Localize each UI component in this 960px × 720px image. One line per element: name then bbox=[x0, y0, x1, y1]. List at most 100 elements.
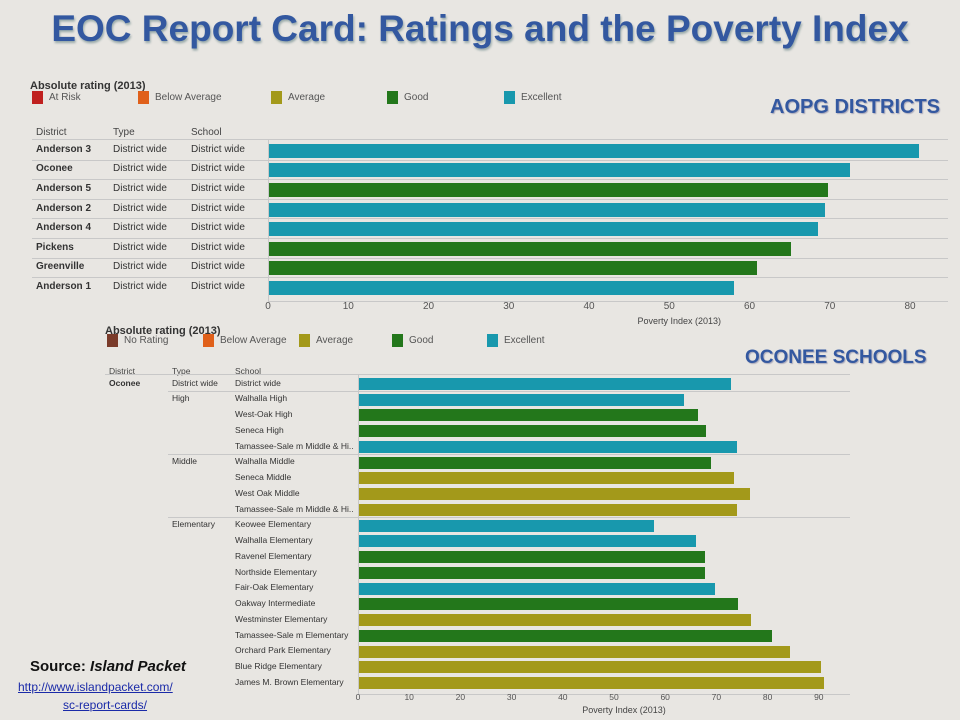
legend-item[interactable]: No Rating bbox=[107, 334, 168, 347]
axis-baseline bbox=[358, 694, 850, 695]
bar[interactable] bbox=[359, 425, 707, 438]
legend-swatch bbox=[271, 91, 282, 104]
bar[interactable] bbox=[269, 143, 920, 158]
row-divider bbox=[32, 179, 948, 181]
bar[interactable] bbox=[359, 629, 773, 642]
bar[interactable] bbox=[269, 163, 850, 178]
row-divider bbox=[32, 277, 948, 279]
bar[interactable] bbox=[359, 377, 732, 390]
row-school: Northside Elementary bbox=[235, 566, 317, 577]
bar[interactable] bbox=[359, 677, 824, 690]
chart-subtitle: AOPG DISTRICTS bbox=[770, 96, 941, 118]
bar[interactable] bbox=[269, 202, 826, 217]
source-label: Source: bbox=[30, 658, 86, 675]
column-header[interactable]: District bbox=[36, 127, 67, 138]
bar[interactable] bbox=[359, 535, 696, 548]
bar[interactable] bbox=[359, 614, 752, 627]
legend-item[interactable]: At Risk bbox=[32, 91, 81, 104]
bar[interactable] bbox=[359, 472, 734, 485]
legend-swatch bbox=[107, 334, 118, 347]
bar[interactable] bbox=[359, 645, 791, 658]
bar[interactable] bbox=[359, 582, 715, 595]
legend-item[interactable]: Excellent bbox=[487, 334, 545, 347]
axis-line bbox=[268, 139, 269, 302]
x-tick-label: 10 bbox=[342, 301, 354, 312]
bar[interactable] bbox=[359, 551, 706, 564]
row-school: Oakway Intermediate bbox=[235, 598, 316, 609]
bar[interactable] bbox=[359, 661, 821, 674]
legend-label: Excellent bbox=[504, 335, 545, 346]
row-school: District wide bbox=[191, 241, 245, 253]
row-school: Ravenel Elementary bbox=[235, 550, 312, 561]
header-divider bbox=[32, 139, 948, 140]
row-district: Oconee bbox=[36, 163, 73, 175]
source-link[interactable]: http://www.islandpacket.com/ bbox=[18, 680, 173, 694]
row-school: Tamassee-Sale m Elementary bbox=[235, 629, 349, 640]
row-type: District wide bbox=[113, 261, 167, 273]
x-tick-label: 20 bbox=[455, 692, 466, 702]
bar[interactable] bbox=[269, 261, 757, 276]
row-school: Keowee Elementary bbox=[235, 519, 312, 530]
bar[interactable] bbox=[269, 281, 735, 295]
legend-label: Below Average bbox=[220, 335, 287, 346]
legend-item[interactable]: Below Average bbox=[203, 334, 287, 347]
row-divider bbox=[32, 257, 948, 259]
bar[interactable] bbox=[359, 503, 737, 516]
legend-item[interactable]: Average bbox=[299, 334, 353, 347]
x-tick-label: 0 bbox=[265, 301, 271, 312]
column-header[interactable]: School bbox=[235, 366, 261, 376]
x-tick-label: 60 bbox=[743, 301, 756, 312]
bar[interactable] bbox=[359, 409, 698, 422]
group-divider bbox=[168, 453, 850, 455]
column-header[interactable]: Type bbox=[113, 127, 135, 138]
legend-label: Good bbox=[409, 335, 434, 346]
legend-item[interactable]: Excellent bbox=[504, 91, 562, 104]
row-school: Blue Ridge Elementary bbox=[235, 661, 322, 672]
bar[interactable] bbox=[269, 222, 818, 237]
row-type: District wide bbox=[172, 377, 218, 388]
row-school: Tamassee-Sale m Middle & Hi.. bbox=[235, 503, 354, 514]
chart-subtitle: OCONEE SCHOOLS bbox=[745, 347, 927, 368]
row-type: District wide bbox=[113, 222, 167, 234]
legend-swatch bbox=[138, 91, 149, 104]
row-school: Walhalla Elementary bbox=[235, 535, 313, 546]
legend-item[interactable]: Below Average bbox=[138, 91, 222, 104]
legend-swatch bbox=[299, 334, 310, 347]
bar[interactable] bbox=[269, 241, 791, 256]
bar[interactable] bbox=[359, 519, 654, 532]
axis-line bbox=[358, 374, 359, 695]
legend-item[interactable]: Good bbox=[387, 91, 428, 104]
row-district: Anderson 1 bbox=[36, 281, 92, 292]
row-school: Tamassee-Sale m Middle & Hi.. bbox=[235, 440, 354, 451]
bar[interactable] bbox=[359, 440, 737, 453]
x-tick-label: 50 bbox=[609, 692, 619, 702]
x-tick-label: 30 bbox=[506, 692, 517, 702]
row-district: Anderson 4 bbox=[36, 222, 92, 234]
group-divider bbox=[168, 390, 850, 392]
legend-item[interactable]: Good bbox=[392, 334, 433, 347]
row-school: Westminster Elementary bbox=[235, 613, 328, 624]
column-header[interactable]: School bbox=[191, 127, 222, 138]
bar[interactable] bbox=[359, 488, 751, 501]
x-tick-label: 10 bbox=[404, 692, 414, 702]
column-header[interactable]: District bbox=[109, 366, 135, 376]
column-header[interactable]: Type bbox=[172, 366, 191, 376]
row-type: District wide bbox=[113, 202, 167, 214]
bar[interactable] bbox=[269, 183, 829, 197]
row-school: Fair-Oak Elementary bbox=[235, 582, 314, 593]
source-credit: Source: Island Packet bbox=[30, 658, 186, 675]
row-divider bbox=[32, 159, 948, 161]
x-tick-label: 40 bbox=[558, 692, 568, 702]
legend-label: At Risk bbox=[49, 92, 81, 103]
bar[interactable] bbox=[359, 598, 738, 611]
row-school: District wide bbox=[191, 222, 245, 234]
legend-swatch bbox=[32, 91, 43, 104]
bar[interactable] bbox=[359, 456, 712, 469]
row-school: Orchard Park Elementary bbox=[235, 645, 331, 656]
bar[interactable] bbox=[359, 566, 706, 579]
legend-item[interactable]: Average bbox=[271, 91, 325, 104]
bar[interactable] bbox=[359, 393, 685, 406]
row-school: District wide bbox=[191, 183, 245, 194]
legend-title: Absolute rating (2013) bbox=[30, 80, 146, 92]
source-link-2[interactable]: sc-report-cards/ bbox=[63, 698, 148, 712]
